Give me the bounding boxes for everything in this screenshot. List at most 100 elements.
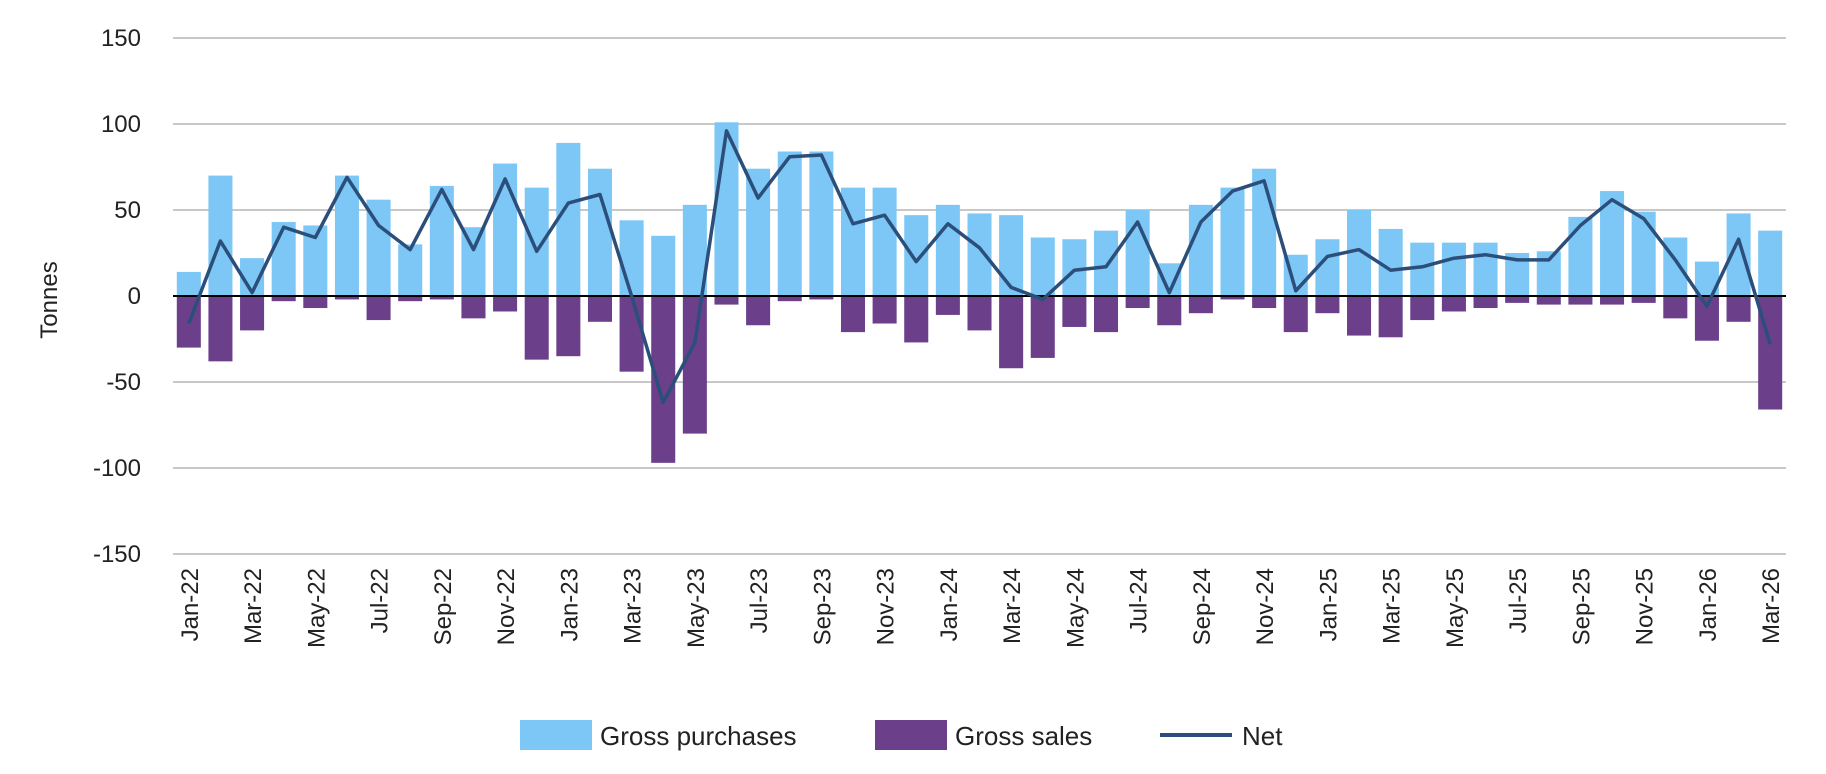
- bar-gross-purchases: [967, 213, 992, 296]
- bar-gross-purchases: [556, 142, 581, 296]
- x-axis-ticks: Jan-22 Mar-22 May-22 Jul-22 Sep-22 Nov-22 Jan-…: [177, 568, 1785, 648]
- x-tick-label: Sep-23: [809, 568, 836, 645]
- y-tick-label: 0: [128, 283, 141, 310]
- x-tick-label: Sep-25: [1568, 568, 1595, 645]
- bar-gross-purchases: [1473, 242, 1498, 296]
- legend-label-net: Net: [1242, 721, 1283, 751]
- bar-gross-purchases: [777, 151, 802, 296]
- bar-gross-sales: [398, 296, 423, 302]
- bar-gross-sales: [809, 296, 834, 300]
- bar-gross-purchases: [904, 215, 929, 296]
- bar-gross-sales: [429, 296, 454, 300]
- bar-gross-purchases: [999, 215, 1024, 296]
- x-tick-label: Jul-23: [746, 568, 773, 633]
- bar-gross-sales: [1568, 296, 1593, 305]
- bar-gross-sales: [904, 296, 929, 343]
- bar-gross-sales: [556, 296, 581, 357]
- bar-gross-purchases: [619, 220, 644, 296]
- x-tick-label: Mar-22: [240, 568, 267, 644]
- x-tick-label: Nov-25: [1632, 568, 1659, 645]
- bar-gross-purchases: [651, 235, 676, 296]
- bar-gross-sales: [1726, 296, 1751, 322]
- legend-swatch-gross-sales: [875, 720, 947, 750]
- bars: [176, 122, 1783, 463]
- bar-gross-purchases: [1758, 230, 1783, 296]
- bar-gross-sales: [240, 296, 265, 331]
- bar-gross-sales: [461, 296, 486, 319]
- bar-gross-sales: [1157, 296, 1182, 326]
- bar-gross-sales: [208, 296, 233, 362]
- bar-gross-purchases: [1030, 237, 1055, 296]
- x-tick-label: Jan-24: [936, 568, 963, 641]
- x-tick-label: Jan-26: [1695, 568, 1722, 641]
- bar-gross-sales: [682, 296, 707, 434]
- bar-gross-sales: [1062, 296, 1087, 327]
- bar-gross-sales: [587, 296, 612, 322]
- bar-gross-sales: [1252, 296, 1277, 309]
- x-tick-label: Nov-24: [1252, 568, 1279, 645]
- bar-gross-purchases: [1631, 211, 1656, 296]
- x-tick-label: Jan-22: [177, 568, 204, 641]
- x-tick-label: May-24: [1062, 568, 1089, 648]
- legend-label-gross-sales: Gross sales: [955, 721, 1092, 751]
- x-tick-label: Sep-22: [430, 568, 457, 645]
- bar-gross-sales: [334, 296, 359, 300]
- bar-gross-sales: [1631, 296, 1656, 303]
- bar-gross-purchases: [461, 227, 486, 296]
- x-tick-label: May-23: [683, 568, 710, 648]
- y-axis-ticks: 150 100 50 0 -50 -100 -150: [93, 25, 141, 568]
- bar-gross-purchases: [398, 244, 423, 296]
- legend: Gross purchases Gross sales Net: [520, 720, 1283, 751]
- bar-gross-purchases: [1568, 216, 1593, 296]
- x-tick-label: May-22: [303, 568, 330, 648]
- x-tick-label: Nov-23: [873, 568, 900, 645]
- bar-gross-sales: [303, 296, 328, 309]
- bar-gross-sales: [840, 296, 866, 333]
- y-axis-title: Tonnes: [36, 261, 63, 338]
- bar-gross-sales: [1505, 296, 1530, 303]
- bar-gross-sales: [1536, 296, 1561, 305]
- x-tick-label: Mar-26: [1758, 568, 1785, 644]
- y-tick-label: -150: [93, 541, 141, 568]
- y-tick-label: 100: [101, 111, 141, 138]
- y-tick-label: -50: [106, 369, 141, 396]
- bar-gross-sales: [1188, 296, 1213, 314]
- bar-gross-sales: [271, 296, 296, 302]
- bar-gross-sales: [1283, 296, 1308, 333]
- bar-gross-sales: [935, 296, 960, 315]
- bar-gross-sales: [1600, 296, 1625, 305]
- x-tick-label: Mar-24: [999, 568, 1026, 644]
- y-tick-label: 150: [101, 25, 141, 52]
- bar-gross-sales: [493, 296, 518, 312]
- bar-gross-sales: [1030, 296, 1055, 358]
- x-tick-label: Mar-23: [620, 568, 647, 644]
- bar-gross-sales: [999, 296, 1024, 369]
- bar-gross-purchases: [872, 187, 897, 296]
- bar-gross-purchases: [1600, 191, 1625, 296]
- bar-gross-purchases: [208, 175, 233, 296]
- bar-gross-purchases: [176, 271, 201, 296]
- bar-gross-sales: [1473, 296, 1498, 309]
- bar-gross-sales: [872, 296, 897, 324]
- bar-gross-sales: [1441, 296, 1466, 312]
- x-tick-label: Jul-22: [367, 568, 394, 633]
- x-tick-label: Mar-25: [1379, 568, 1406, 644]
- bar-gross-purchases: [1252, 168, 1277, 296]
- bar-gross-purchases: [587, 168, 612, 296]
- bar-gross-sales: [524, 296, 549, 360]
- x-tick-label: Nov-22: [493, 568, 520, 645]
- bar-gross-sales: [1093, 296, 1119, 333]
- x-tick-label: May-25: [1442, 568, 1469, 648]
- bar-gross-purchases: [1093, 230, 1119, 296]
- bar-gross-sales: [1315, 296, 1340, 314]
- bar-gross-purchases: [1378, 228, 1403, 296]
- bar-gross-purchases: [271, 222, 296, 296]
- bar-gross-sales: [1378, 296, 1403, 338]
- x-tick-label: Jul-25: [1505, 568, 1532, 633]
- x-tick-label: Sep-24: [1189, 568, 1216, 645]
- bar-gross-sales: [1125, 296, 1150, 309]
- y-tick-label: 50: [114, 197, 141, 224]
- x-tick-label: Jan-23: [556, 568, 583, 641]
- net-line: [187, 129, 1772, 405]
